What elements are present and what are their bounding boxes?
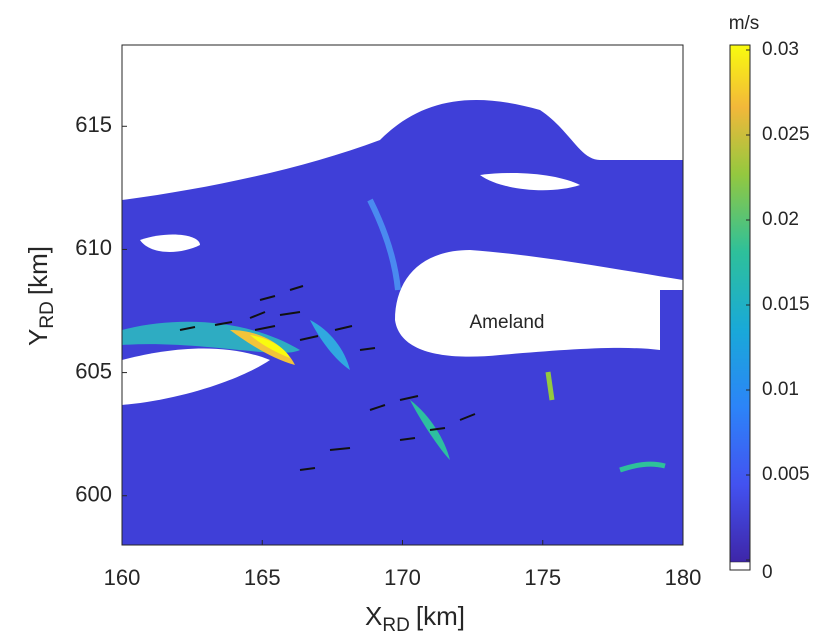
x-label-sub: RD bbox=[382, 615, 409, 636]
colorbar-frame bbox=[729, 44, 751, 571]
y-tick-label: 600 bbox=[75, 482, 112, 507]
colorbar-tick-label: 0.03 bbox=[762, 39, 799, 60]
colorbar-tick-label: 0.005 bbox=[762, 464, 810, 485]
colorbar-tick-label: 0.01 bbox=[762, 379, 799, 400]
y-axis-label: YRD [km] bbox=[23, 246, 58, 346]
y-label-sub: RD bbox=[37, 301, 58, 328]
x-tick-label: 170 bbox=[384, 565, 421, 590]
colorbar-tick-label: 0.015 bbox=[762, 294, 810, 315]
colorbar-tick-label: 0 bbox=[762, 562, 773, 583]
x-tick-label: 175 bbox=[524, 565, 561, 590]
colorbar-tick-label: 0.025 bbox=[762, 124, 810, 145]
x-tick-label: 165 bbox=[244, 565, 281, 590]
colorbar bbox=[730, 45, 750, 562]
colorbar-zero bbox=[729, 561, 751, 571]
y-label-unit: [km] bbox=[23, 246, 53, 295]
y-tick-label: 610 bbox=[75, 235, 112, 260]
velocity-field bbox=[122, 100, 683, 545]
y-tick-label: 605 bbox=[75, 358, 112, 383]
colorbar-tick-label: 0.02 bbox=[762, 209, 799, 230]
colorbar-label: m/s bbox=[729, 13, 760, 34]
x-axis-label: XRD [km] bbox=[365, 601, 465, 636]
annotation: Ameland bbox=[470, 312, 545, 333]
x-tick-label: 160 bbox=[104, 565, 141, 590]
x-label-unit: [km] bbox=[416, 601, 465, 631]
y-tick-label: 615 bbox=[75, 112, 112, 137]
x-label-main: X bbox=[365, 601, 382, 631]
y-label-main: Y bbox=[23, 329, 53, 346]
x-tick-label: 180 bbox=[665, 565, 702, 590]
